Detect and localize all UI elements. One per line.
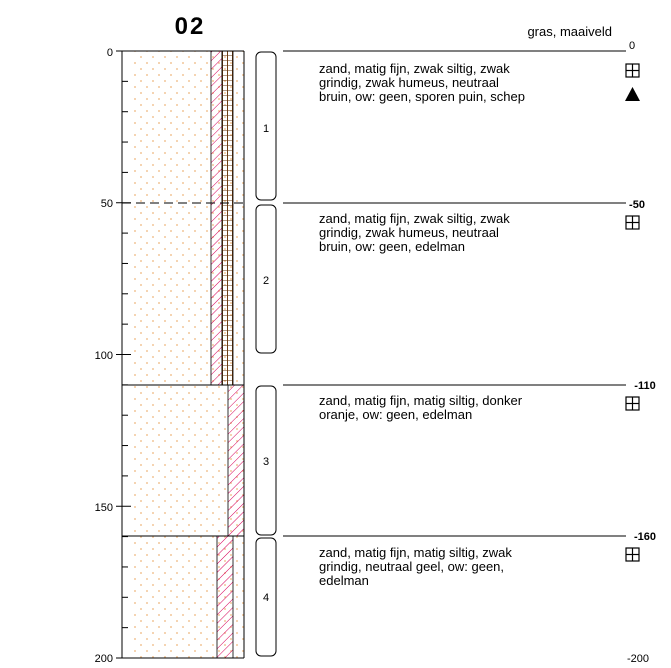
- depth-label-50: 50: [101, 198, 113, 210]
- boundary-label-160: -160: [634, 531, 656, 543]
- boundary-label-50: -50: [629, 199, 645, 211]
- depth-label-150: 150: [95, 502, 113, 514]
- boundary-label-0: 0: [629, 40, 635, 52]
- grid-box-icon: [625, 215, 640, 230]
- humus-hatch-upper: [210, 50, 223, 386]
- grid-box-icon: [625, 547, 640, 562]
- layer-number-2: 2: [263, 275, 269, 287]
- surface-description: gras, maaiveld: [527, 24, 612, 39]
- boundary-markers: 0 -50 -110 -160 -200: [283, 40, 656, 665]
- layer-3-description: zand, matig fijn, matig siltig, donker o…: [319, 393, 526, 422]
- borehole-title: 02: [175, 13, 206, 40]
- depth-label-200: 200: [95, 653, 113, 665]
- sample-icons: [625, 63, 640, 562]
- layer-4-description: zand, matig fijn, matig siltig, zwak gri…: [319, 545, 516, 588]
- soil-column: [122, 50, 245, 659]
- depth-label-100: 100: [95, 350, 113, 362]
- silt-hatch-layer-3: [227, 384, 245, 537]
- grid-box-icon: [625, 396, 640, 411]
- layer-2-description: zand, matig fijn, zwak siltig, zwak grin…: [319, 211, 513, 254]
- layer-number-1: 1: [263, 123, 269, 135]
- layer-boxes: 1 2 3 4: [255, 51, 277, 657]
- layer-number-3: 3: [263, 456, 269, 468]
- boundary-label-110: -110: [634, 380, 655, 392]
- depth-label-0: 0: [107, 47, 113, 59]
- layer-number-4: 4: [263, 592, 269, 604]
- layer-1-description: zand, matig fijn, zwak siltig, zwak grin…: [319, 61, 525, 104]
- gravel-grid-upper: [221, 50, 234, 386]
- layer-box-4: [255, 537, 277, 657]
- depth-axis: 0 50 100 150 200: [95, 47, 131, 665]
- triangle-icon: [625, 87, 640, 101]
- end-depth-label: -200: [627, 653, 649, 665]
- silt-hatch-layer-4: [216, 535, 234, 659]
- grid-box-icon: [625, 63, 640, 78]
- layer-box-2: [255, 204, 277, 354]
- layer-box-1: [255, 51, 277, 201]
- layer-descriptions: zand, matig fijn, zwak siltig, zwak grin…: [319, 61, 526, 588]
- layer-box-3: [255, 385, 277, 536]
